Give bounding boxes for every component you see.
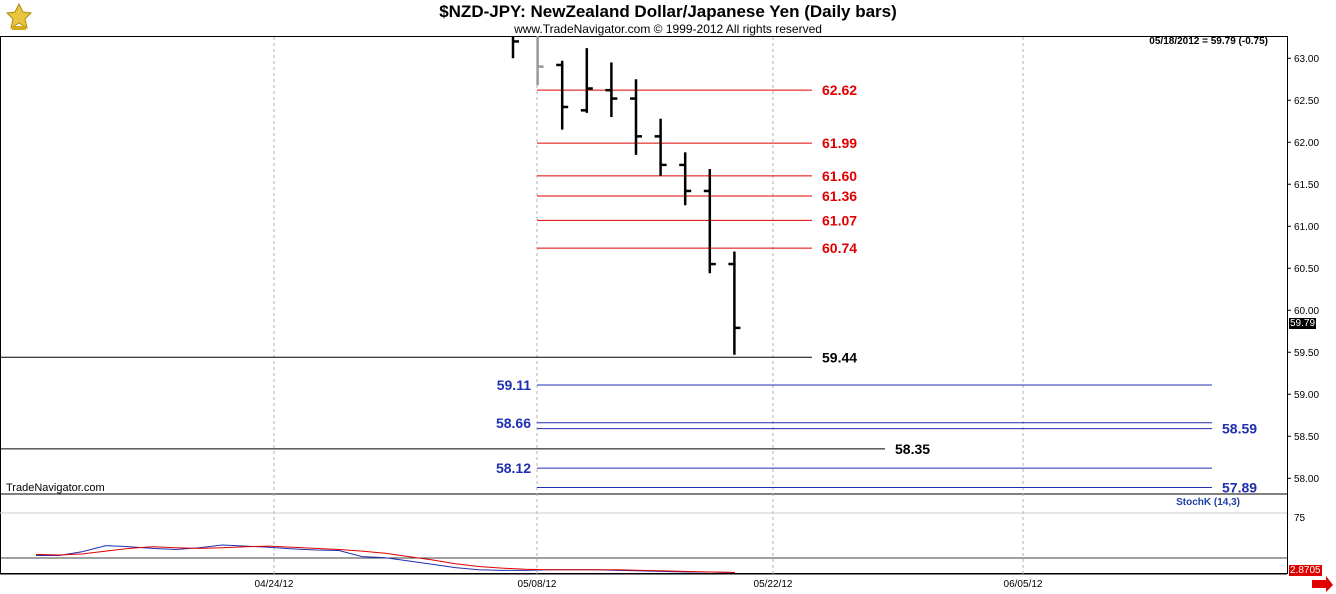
y-tick-label: 61.00 bbox=[1294, 222, 1319, 233]
title-area-mask bbox=[1, 0, 1287, 36]
chart-frame bbox=[0, 36, 1288, 574]
level-label: 62.62 bbox=[822, 82, 857, 98]
x-tick-label: 05/22/12 bbox=[754, 579, 793, 590]
stoch-k-line bbox=[36, 544, 736, 573]
y-tick-label: 62.00 bbox=[1294, 138, 1319, 149]
level-label: 58.59 bbox=[1222, 421, 1257, 437]
scroll-right-arrow-icon bbox=[1312, 576, 1333, 592]
chart-title: $NZD-JPY: NewZealand Dollar/Japanese Yen… bbox=[439, 2, 897, 21]
x-tick-label: 04/24/12 bbox=[255, 579, 294, 590]
y-tick-label: 63.00 bbox=[1294, 54, 1319, 65]
chart-copyright: www.TradeNavigator.com © 1999-2012 All r… bbox=[514, 22, 822, 36]
y-tick-label: 60.50 bbox=[1294, 264, 1319, 275]
level-label: 58.35 bbox=[895, 441, 930, 457]
level-label: 57.89 bbox=[1222, 479, 1257, 495]
y-tick-label: 58.00 bbox=[1294, 474, 1319, 485]
y-tick-label: 58.50 bbox=[1294, 432, 1319, 443]
y-tick-label: 62.50 bbox=[1294, 96, 1319, 107]
y-tick-label: 59.50 bbox=[1294, 348, 1319, 359]
level-label: 58.12 bbox=[496, 460, 531, 476]
y-tick-label: 59.00 bbox=[1294, 390, 1319, 401]
y-tick-label: 61.50 bbox=[1294, 180, 1319, 191]
x-tick-label: 05/08/12 bbox=[518, 579, 557, 590]
stoch-d-line bbox=[35, 545, 736, 573]
last-bar-readout: 05/18/2012 = 59.79 (-0.75) bbox=[1149, 36, 1268, 47]
last-price-tag: 59.79 bbox=[1289, 318, 1317, 329]
level-label: 61.07 bbox=[822, 212, 857, 228]
level-label: 60.74 bbox=[822, 240, 857, 256]
stoch-indicator-label: StochK (14,3) bbox=[1176, 497, 1240, 508]
watermark-label: TradeNavigator.com bbox=[6, 482, 105, 494]
stoch-y-tick-label: 75 bbox=[1294, 513, 1306, 524]
level-label: 61.36 bbox=[822, 188, 857, 204]
y-tick-label: 60.00 bbox=[1294, 306, 1319, 317]
level-label: 59.44 bbox=[822, 349, 857, 365]
level-label: 59.11 bbox=[497, 377, 531, 393]
stoch-last-value-tag: 2.8705 bbox=[1289, 565, 1322, 576]
level-label: 58.66 bbox=[496, 415, 531, 431]
level-label: 61.99 bbox=[822, 135, 857, 151]
level-label: 61.60 bbox=[822, 168, 857, 184]
x-tick-label: 06/05/12 bbox=[1004, 579, 1043, 590]
trade-navigator-logo-icon bbox=[5, 2, 33, 30]
